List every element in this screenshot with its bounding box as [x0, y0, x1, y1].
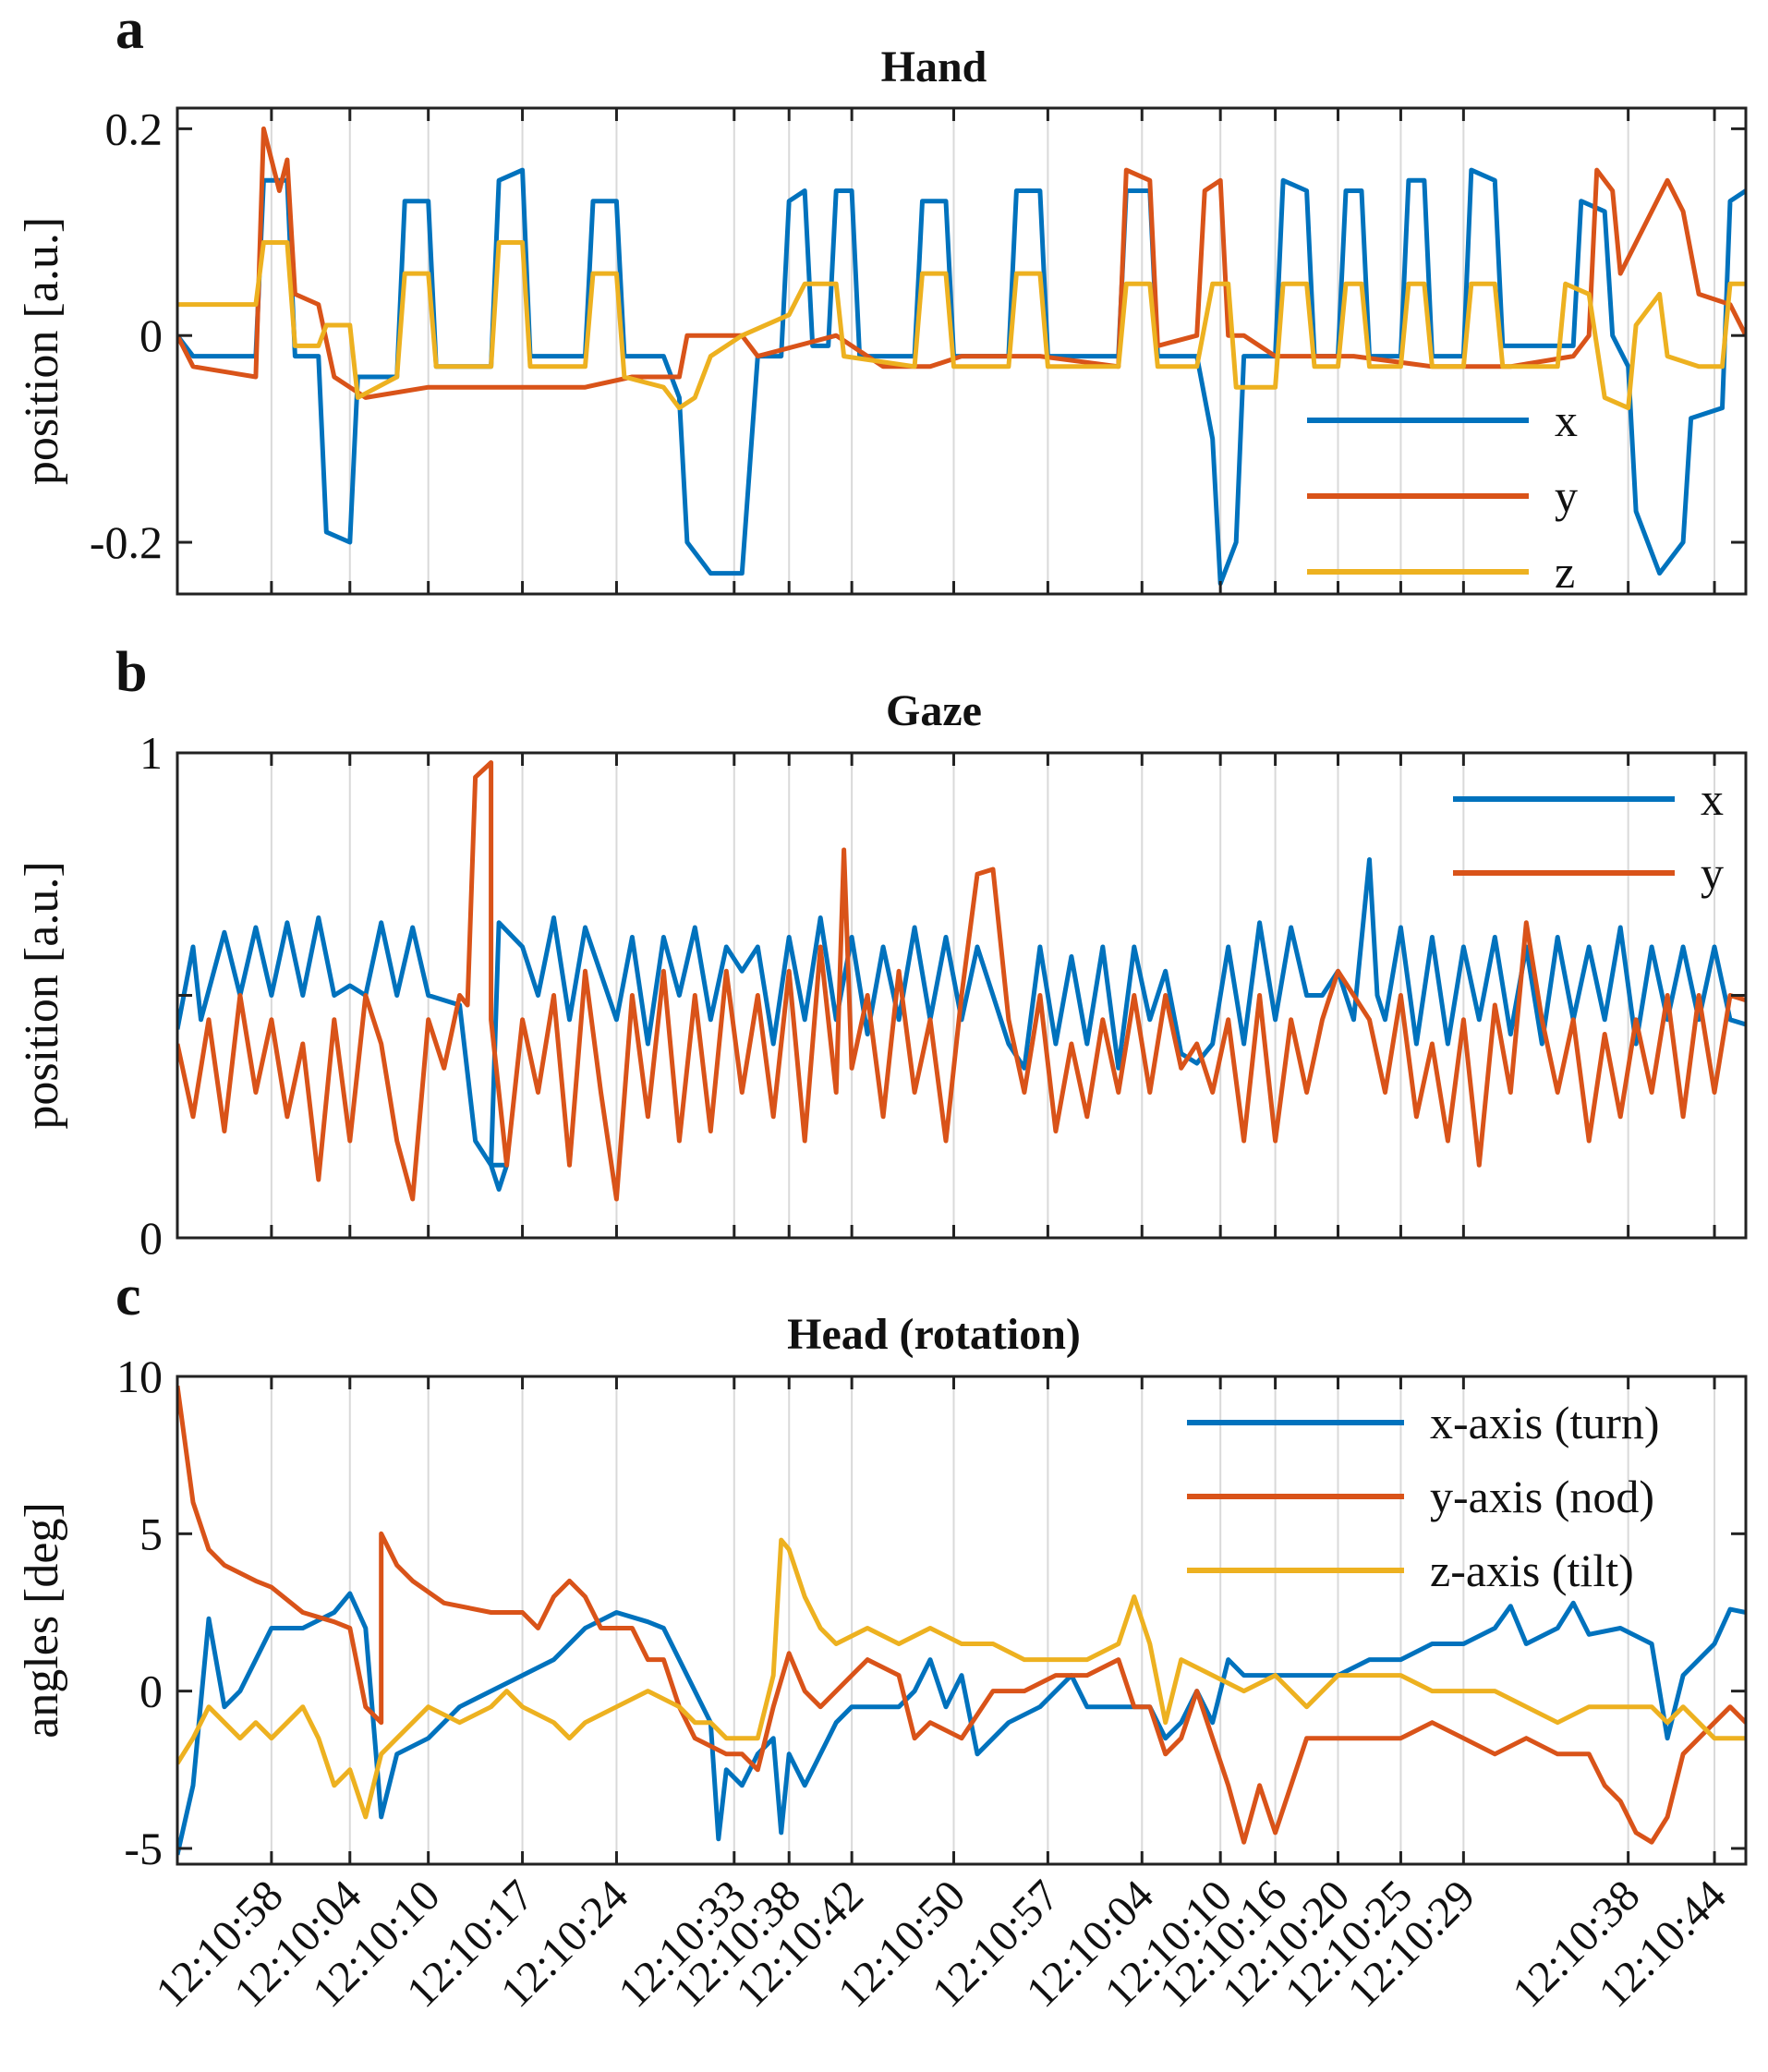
ytick-label: -5	[124, 1823, 163, 1874]
series-line-x	[177, 857, 1746, 1192]
legend-label: x	[1555, 394, 1578, 446]
ytick-label: 5	[139, 1508, 163, 1559]
series-line-y-axis	[177, 1385, 1746, 1845]
legend-label: z-axis (tilt)	[1430, 1545, 1634, 1596]
legend-label: y	[1701, 847, 1724, 899]
legend-label: y	[1555, 470, 1578, 522]
panel-a: -0.2 0 0.2 Hand a position [a.u.] xyz	[16, 0, 1748, 598]
series-line-x-axis	[177, 1591, 1746, 1856]
chart-title: Head (rotation)	[787, 1310, 1081, 1359]
ytick-label: 0	[139, 309, 163, 361]
chart-title: Gaze	[886, 686, 982, 735]
legend-label: z	[1555, 546, 1575, 598]
axes-box	[176, 106, 1748, 596]
ytick-label: 0	[139, 1666, 163, 1717]
panel-label: a	[115, 0, 144, 61]
x-axis-labels: 12:10:5812:10:0412:10:1012:10:1712:10:24…	[146, 1871, 1735, 2017]
y-axis-label: position [a.u.]	[16, 861, 68, 1129]
series-line-y	[177, 760, 1746, 1202]
panel-label: c	[115, 1265, 141, 1327]
chart-title: Hand	[881, 42, 987, 91]
panel-b: 0 1 Gaze b position [a.u.] xy	[16, 641, 1748, 1264]
ytick-label: 10	[116, 1351, 163, 1402]
series-line-z-axis	[177, 1537, 1746, 1820]
series-line-x	[177, 167, 1746, 587]
legend-label: x	[1701, 773, 1724, 825]
y-axis-label: position [a.u.]	[16, 217, 68, 485]
panel-c: -5 0 5 10 Head (rotation) c angles [deg] x-axis…	[16, 1265, 1748, 1874]
panel-label: b	[115, 641, 147, 704]
y-axis-label: angles [deg]	[16, 1502, 68, 1739]
legend-label: x-axis (turn)	[1430, 1397, 1660, 1448]
series-line-y	[177, 126, 1746, 400]
ytick-label: 0	[139, 1212, 163, 1264]
ytick-label: 1	[139, 727, 163, 779]
ytick-label: -0.2	[90, 516, 163, 568]
legend-label: y-axis (nod)	[1430, 1471, 1654, 1522]
axes-box	[176, 1375, 1748, 1866]
series-line-z	[177, 240, 1746, 411]
ytick-label: 0.2	[105, 103, 163, 154]
